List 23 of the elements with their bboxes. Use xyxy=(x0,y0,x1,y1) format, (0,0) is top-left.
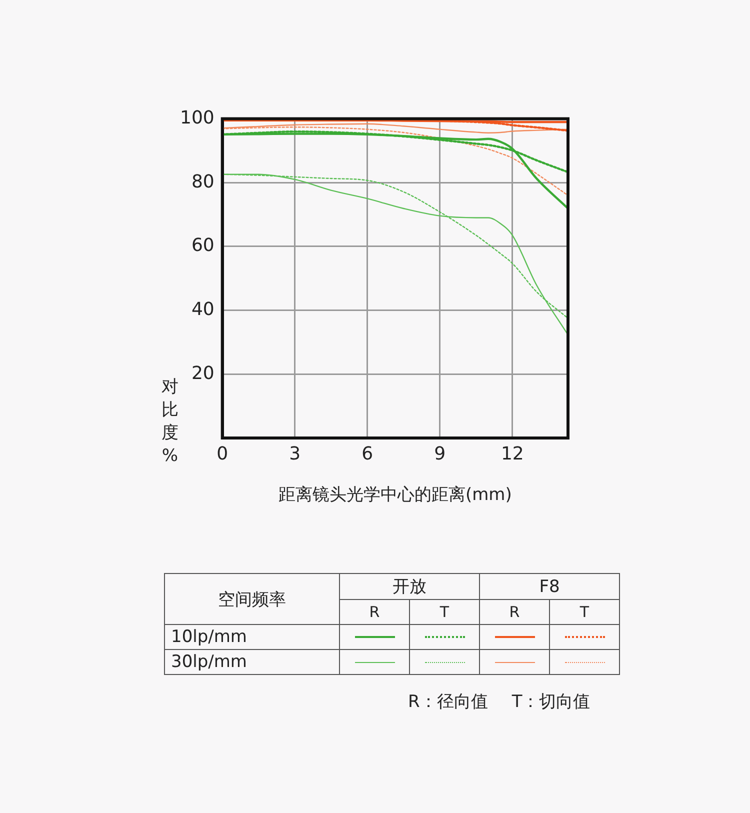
text: T xyxy=(550,600,620,624)
x-tick-label: 12 xyxy=(500,443,524,464)
text: T：切向值 xyxy=(512,692,590,712)
x-tick-label: 3 xyxy=(289,443,301,464)
x-tick-label: 6 xyxy=(362,443,374,464)
y-tick-label: 20 xyxy=(191,362,214,384)
y-tick-label: 40 xyxy=(191,298,214,320)
text: F8 xyxy=(480,574,620,600)
text: 开放 xyxy=(340,574,480,600)
text: R xyxy=(480,600,550,624)
y-tick-label: 60 xyxy=(191,235,214,256)
text: R xyxy=(340,600,410,624)
x-axis-title: 距离镜头光学中心的距离(mm) xyxy=(278,485,512,506)
legend-title: 空间频率 xyxy=(164,574,340,624)
text: T xyxy=(410,600,480,624)
y-tick-label: 80 xyxy=(191,171,214,192)
text: R：径向值 xyxy=(408,692,488,712)
y-axis-title: 对比度% xyxy=(160,376,180,468)
x-tick-label: 0 xyxy=(216,443,228,464)
x-tick-label: 9 xyxy=(434,443,446,464)
text: 30lp/mm xyxy=(164,650,340,674)
y-tick-label: 100 xyxy=(180,107,214,128)
text: 10lp/mm xyxy=(164,624,340,650)
